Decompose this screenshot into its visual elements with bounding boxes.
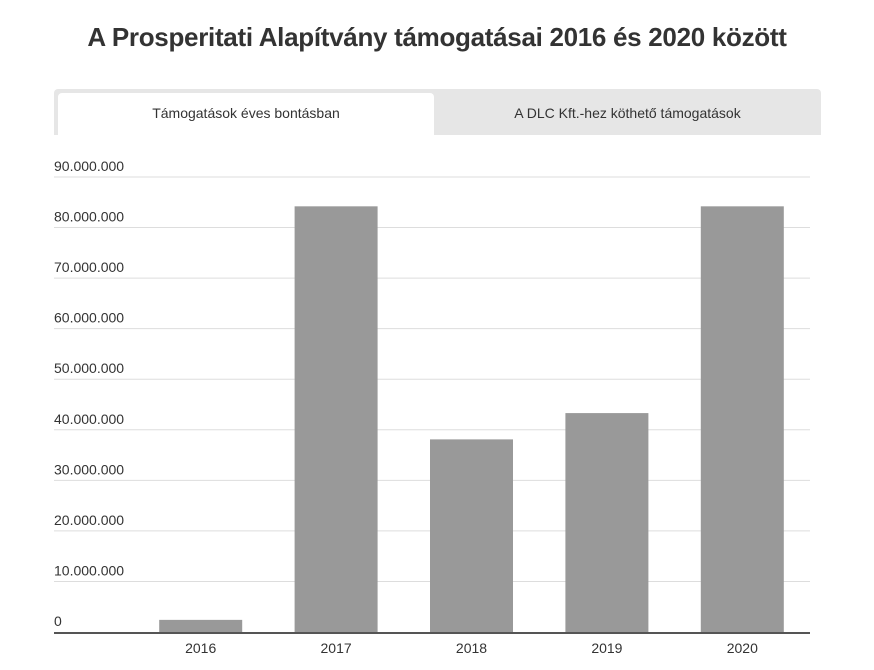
y-tick-label: 20.000.000 (54, 512, 124, 528)
x-tick-label: 2018 (456, 640, 487, 656)
x-tick-label: 2016 (185, 640, 216, 656)
bar-2016 (159, 619, 243, 632)
chart-title: A Prosperitati Alapítvány támogatásai 20… (87, 22, 787, 52)
tab-dlc-grants[interactable]: A DLC Kft.-hez köthető támogatások (514, 105, 741, 121)
y-tick-label: 60.000.000 (54, 310, 124, 326)
bar-2019 (565, 413, 649, 632)
bar-2020 (700, 206, 784, 633)
x-tick-label: 2019 (591, 640, 622, 656)
bar-2017 (294, 206, 378, 633)
y-tick-label: 30.000.000 (54, 461, 124, 477)
tab-bar: Támogatások éves bontásban A DLC Kft.-he… (54, 89, 821, 135)
y-tick-label: 40.000.000 (54, 411, 124, 427)
y-tick-label: 90.000.000 (54, 158, 124, 174)
y-tick-label: 50.000.000 (54, 360, 124, 376)
tab-yearly-breakdown[interactable]: Támogatások éves bontásban (58, 93, 434, 135)
x-tick-label: 2017 (321, 640, 352, 656)
y-tick-label: 10.000.000 (54, 562, 124, 578)
bar-2018 (430, 439, 513, 632)
y-tick-label: 70.000.000 (54, 259, 124, 275)
x-tick-label: 2020 (727, 640, 758, 656)
y-tick-label: 0 (54, 613, 62, 629)
y-tick-label: 80.000.000 (54, 209, 124, 225)
